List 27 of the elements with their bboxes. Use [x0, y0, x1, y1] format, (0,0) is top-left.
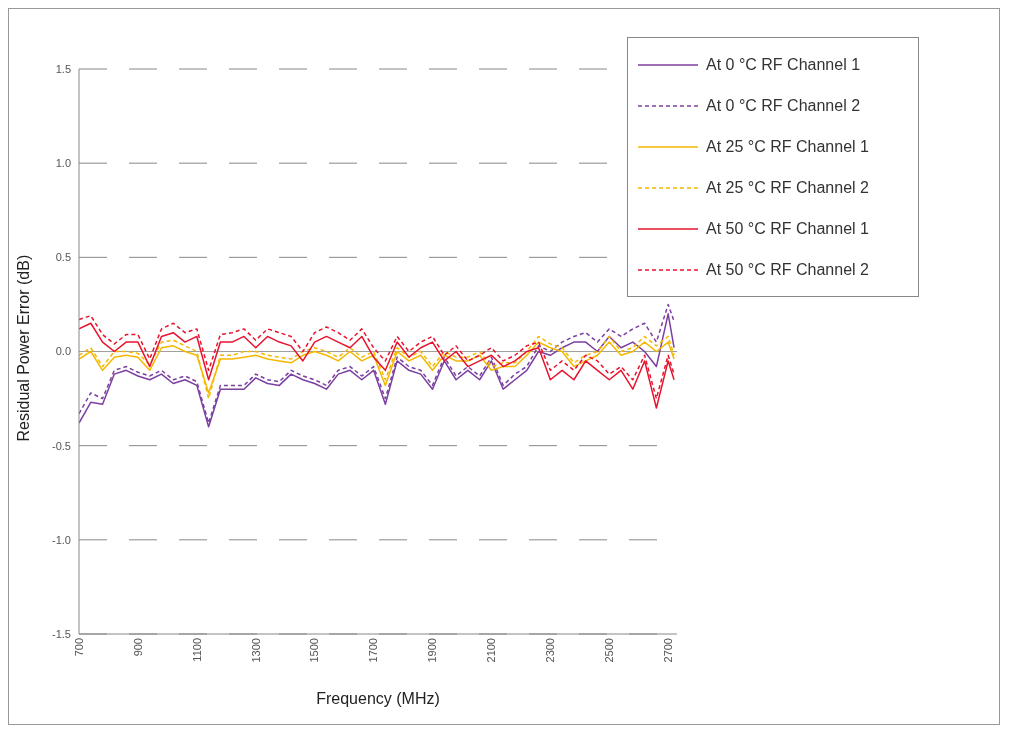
- y-tick-label: 1.5: [55, 62, 71, 75]
- x-tick-label: 2700: [661, 638, 674, 663]
- x-tick-label: 1500: [308, 638, 321, 663]
- x-tick-label: 2500: [603, 638, 616, 663]
- x-tick-label: 2300: [544, 638, 557, 663]
- legend-label: At 0 °C RF Channel 2: [706, 96, 861, 115]
- x-tick-label: 700: [72, 638, 85, 657]
- x-tick-label: 900: [131, 638, 144, 657]
- y-tick-label: 1.0: [55, 157, 71, 170]
- x-tick-label: 1900: [426, 638, 439, 663]
- x-axis-title: Frequency (MHz): [316, 690, 440, 707]
- y-tick-label: -1.5: [52, 627, 71, 640]
- line-series: [79, 335, 675, 400]
- legend-label: At 50 °C RF Channel 1: [706, 219, 869, 238]
- x-tick-label: 2100: [485, 638, 498, 663]
- y-tick-label: 0.5: [55, 251, 71, 264]
- y-tick-label: -1.0: [52, 533, 71, 546]
- x-tick-label: 1300: [249, 638, 262, 663]
- legend-label: At 0 °C RF Channel 1: [706, 55, 861, 74]
- y-tick-label: 0.0: [55, 345, 71, 358]
- x-tick-label: 1100: [190, 638, 203, 662]
- y-axis-title: Residual Power Error (dB): [14, 254, 32, 442]
- legend-label: At 25 °C RF Channel 2: [706, 178, 869, 197]
- y-tick-label: -0.5: [52, 439, 71, 452]
- x-tick-label: 1700: [367, 638, 380, 663]
- legend-label: At 50 °C RF Channel 2: [706, 260, 869, 279]
- legend-label: At 25 °C RF Channel 1: [706, 137, 869, 156]
